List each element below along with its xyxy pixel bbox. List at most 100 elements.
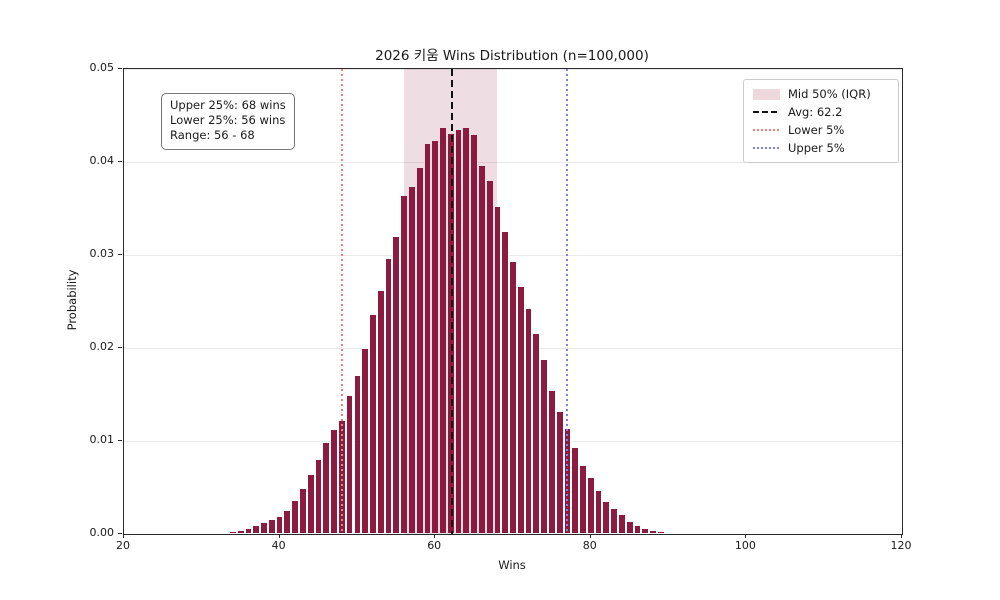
- histogram-bar: [610, 507, 619, 534]
- gridline: [124, 255, 902, 256]
- y-tick-mark: [118, 254, 122, 255]
- gridline: [124, 69, 902, 70]
- stats-annotation-box: Upper 25%: 68 wins Lower 25%: 56 wins Ra…: [161, 93, 295, 150]
- lower5-dotted-line-swatch: [753, 129, 780, 131]
- x-tick-label: 20: [116, 539, 130, 552]
- y-tick-mark: [118, 68, 122, 69]
- x-tick-label: 100: [734, 539, 756, 552]
- upper5-dotted-line-swatch: [753, 147, 780, 149]
- histogram-bar: [330, 428, 338, 534]
- histogram-bar: [415, 166, 424, 534]
- histogram-bar: [571, 446, 580, 534]
- lower-5pct-line: [340, 69, 343, 534]
- histogram-bar: [649, 530, 657, 534]
- histogram-bar: [516, 285, 525, 534]
- histogram-bar: [602, 501, 611, 534]
- histogram-bar: [423, 143, 432, 534]
- histogram-bar: [672, 532, 681, 534]
- histogram-bar: [229, 531, 237, 534]
- plot-area: Upper 25%: 68 wins Lower 25%: 56 wins Ra…: [123, 68, 903, 535]
- y-tick-label: 0.03: [89, 247, 115, 260]
- annotation-line-upper25: Upper 25%: 68 wins: [170, 98, 286, 112]
- histogram-bar: [431, 139, 440, 534]
- histogram-bar: [555, 411, 564, 534]
- x-tick-mark: [745, 534, 747, 538]
- histogram-bar: [470, 134, 478, 534]
- histogram-bar: [267, 519, 276, 534]
- iqr-shade-region: [404, 69, 498, 534]
- y-tick-label: 0.02: [89, 340, 115, 353]
- histogram-bar: [236, 530, 245, 534]
- histogram-bar: [275, 516, 284, 534]
- histogram-bar: [314, 458, 323, 534]
- x-tick-mark: [278, 534, 280, 538]
- histogram-bar: [680, 532, 689, 534]
- histogram-bar: [625, 520, 634, 534]
- x-tick-label: 60: [427, 539, 442, 552]
- histogram-bar: [524, 308, 533, 534]
- histogram-bar: [283, 509, 292, 534]
- legend-item-avg: Avg: 62.2: [753, 105, 889, 119]
- histogram-bar: [384, 257, 393, 534]
- histogram-bar: [407, 186, 416, 534]
- y-tick-label: 0.05: [89, 61, 115, 74]
- histogram-bar: [633, 524, 642, 534]
- x-tick-label: 120: [890, 539, 912, 552]
- histogram-bar: [532, 333, 541, 534]
- histogram-bar: [594, 490, 603, 534]
- x-tick-mark: [123, 534, 124, 538]
- histogram-bar: [540, 359, 548, 534]
- x-axis-label: Wins: [498, 558, 526, 572]
- histogram-bar: [454, 129, 463, 534]
- chart-title: 2026 키움 Wins Distribution (n=100,000): [375, 48, 649, 64]
- legend: Mid 50% (IQR) Avg: 62.2 Lower 5% Upper 5…: [743, 79, 899, 163]
- histogram-bar: [260, 521, 268, 534]
- gridline: [124, 162, 902, 163]
- histogram-bar: [345, 394, 354, 534]
- x-tick-label: 40: [271, 539, 286, 552]
- annotation-line-lower25: Lower 25%: 56 wins: [170, 113, 286, 128]
- y-axis-label: Probability: [65, 269, 79, 331]
- histogram-bar: [291, 499, 300, 534]
- x-tick-mark: [901, 534, 902, 538]
- annotation-line-range: Range: 56 - 68: [170, 128, 255, 143]
- histogram-bar: [252, 524, 261, 534]
- iqr-patch-swatch: [753, 88, 780, 100]
- histogram-bar: [361, 348, 370, 534]
- x-tick-mark: [434, 534, 436, 538]
- y-tick-label: 0.00: [89, 526, 115, 539]
- y-tick-mark: [118, 440, 122, 441]
- x-tick-label: 80: [582, 539, 597, 552]
- histogram-bar: [244, 527, 253, 534]
- legend-item-upper5: Upper 5%: [753, 141, 889, 155]
- legend-item-lower5: Lower 5%: [753, 123, 889, 137]
- histogram-bar: [376, 290, 385, 534]
- histogram-bar: [299, 488, 307, 534]
- histogram-bar: [485, 179, 494, 534]
- histogram-bar: [439, 126, 447, 534]
- histogram-bar: [400, 195, 408, 534]
- histogram-bar: [221, 532, 230, 534]
- avg-line: [451, 69, 454, 534]
- histogram-bar: [618, 514, 626, 534]
- histogram-bar: [501, 230, 510, 534]
- legend-item-iqr: Mid 50% (IQR): [753, 87, 889, 101]
- y-tick-mark: [118, 161, 122, 162]
- histogram-bar: [664, 532, 673, 534]
- y-tick-mark: [118, 347, 122, 348]
- legend-label-avg: Avg: 62.2: [788, 105, 843, 119]
- y-tick-mark: [118, 533, 122, 534]
- y-tick-label: 0.04: [89, 154, 115, 167]
- histogram-bar: [493, 205, 502, 534]
- histogram-bar: [322, 441, 331, 534]
- histogram-bar: [462, 126, 471, 534]
- histogram-bar: [369, 313, 377, 534]
- histogram-bar: [586, 477, 595, 534]
- histogram-bar: [446, 133, 455, 534]
- upper-5pct-line: [566, 69, 569, 534]
- histogram-bar: [353, 374, 362, 534]
- legend-label-upper5: Upper 5%: [788, 141, 845, 155]
- histogram-bar: [392, 236, 401, 534]
- legend-label-iqr: Mid 50% (IQR): [788, 87, 871, 101]
